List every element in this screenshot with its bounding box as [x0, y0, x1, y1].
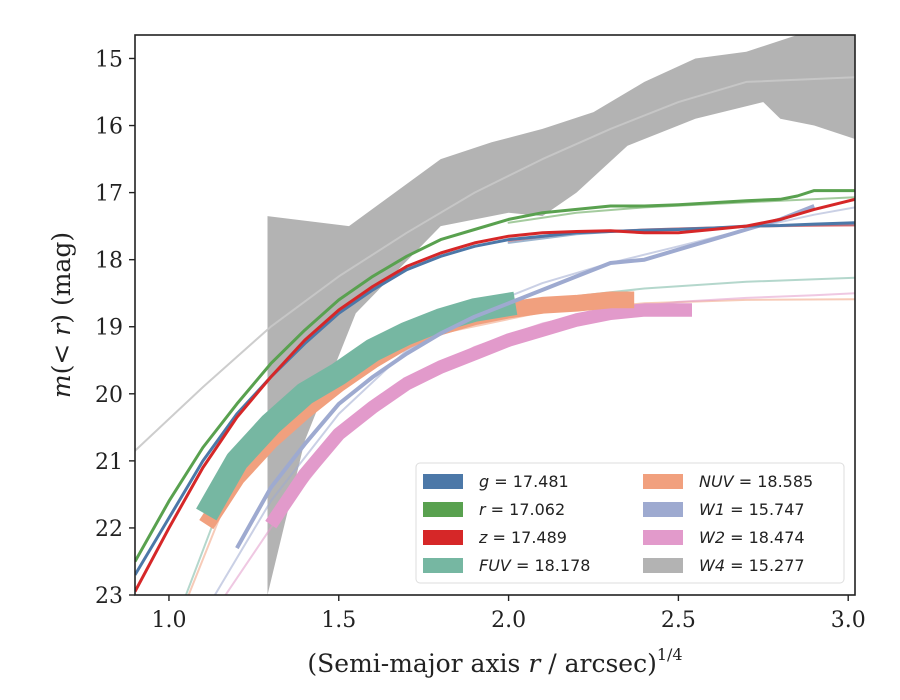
legend-label-r: r = 17.062	[479, 500, 565, 519]
profile-r	[135, 189, 855, 563]
plot-area	[135, 35, 855, 595]
y-tick-label: 21	[95, 450, 123, 475]
profile-w2	[265, 303, 692, 529]
legend-swatch-nuv	[643, 474, 683, 489]
legend-swatch-w2	[643, 530, 683, 545]
x-tick-label: 2.5	[661, 608, 696, 633]
legend-label-z: z = 17.489	[478, 528, 567, 547]
legend-swatch-r	[423, 502, 463, 517]
legend-swatch-z	[423, 530, 463, 545]
legend-swatch-fuv	[423, 558, 463, 573]
x-axis-title: (Semi-major axis r / arcsec)1/4	[307, 645, 682, 678]
legend-label-g: g = 17.481	[479, 472, 569, 491]
legend-label-w1: W1 = 15.747	[699, 500, 805, 519]
axis-ticks: 1.0 1.5 2.0 2.5 3.0 15 16 17 18 19 20 21 22 23	[95, 47, 866, 633]
legend: g = 17.481 r = 17.062 z = 17.489 FUV = 18.1…	[415, 462, 845, 584]
profile-w1	[235, 204, 815, 550]
x-tick-label: 1.5	[321, 608, 356, 633]
x-axis-title-superscript: 1/4	[657, 645, 683, 664]
profile-z	[135, 197, 855, 593]
x-tick-label: 3.0	[831, 608, 866, 633]
y-tick-label: 16	[95, 115, 123, 140]
y-tick-label: 23	[95, 584, 123, 609]
legend-label-nuv: NUV = 18.585	[699, 472, 813, 491]
y-tick-label: 17	[95, 182, 123, 207]
legend-box	[415, 462, 845, 584]
legend-label-w4: W4 = 15.277	[699, 556, 805, 575]
plot-frame	[134, 34, 856, 596]
x-tick-label: 2.0	[491, 608, 526, 633]
legend-swatch-w4	[643, 558, 683, 573]
legend-swatch-g	[423, 474, 463, 489]
x-tick-label: 1.0	[151, 608, 186, 633]
y-tick-label: 20	[95, 383, 123, 408]
model-curve-w4	[135, 76, 855, 452]
y-tick-label: 15	[95, 47, 123, 72]
legend-label-w2: W2 = 18.474	[699, 528, 805, 547]
legend-swatch-w1	[643, 502, 683, 517]
y-tick-label: 18	[95, 249, 123, 274]
profile-fuv	[196, 291, 518, 521]
y-tick-label: 22	[95, 517, 123, 542]
w4-band	[267, 35, 855, 595]
legend-label-fuv: FUV = 18.178	[479, 556, 590, 575]
y-axis-title: m(< r) (mag)	[47, 232, 76, 398]
y-tick-label: 19	[95, 316, 123, 341]
